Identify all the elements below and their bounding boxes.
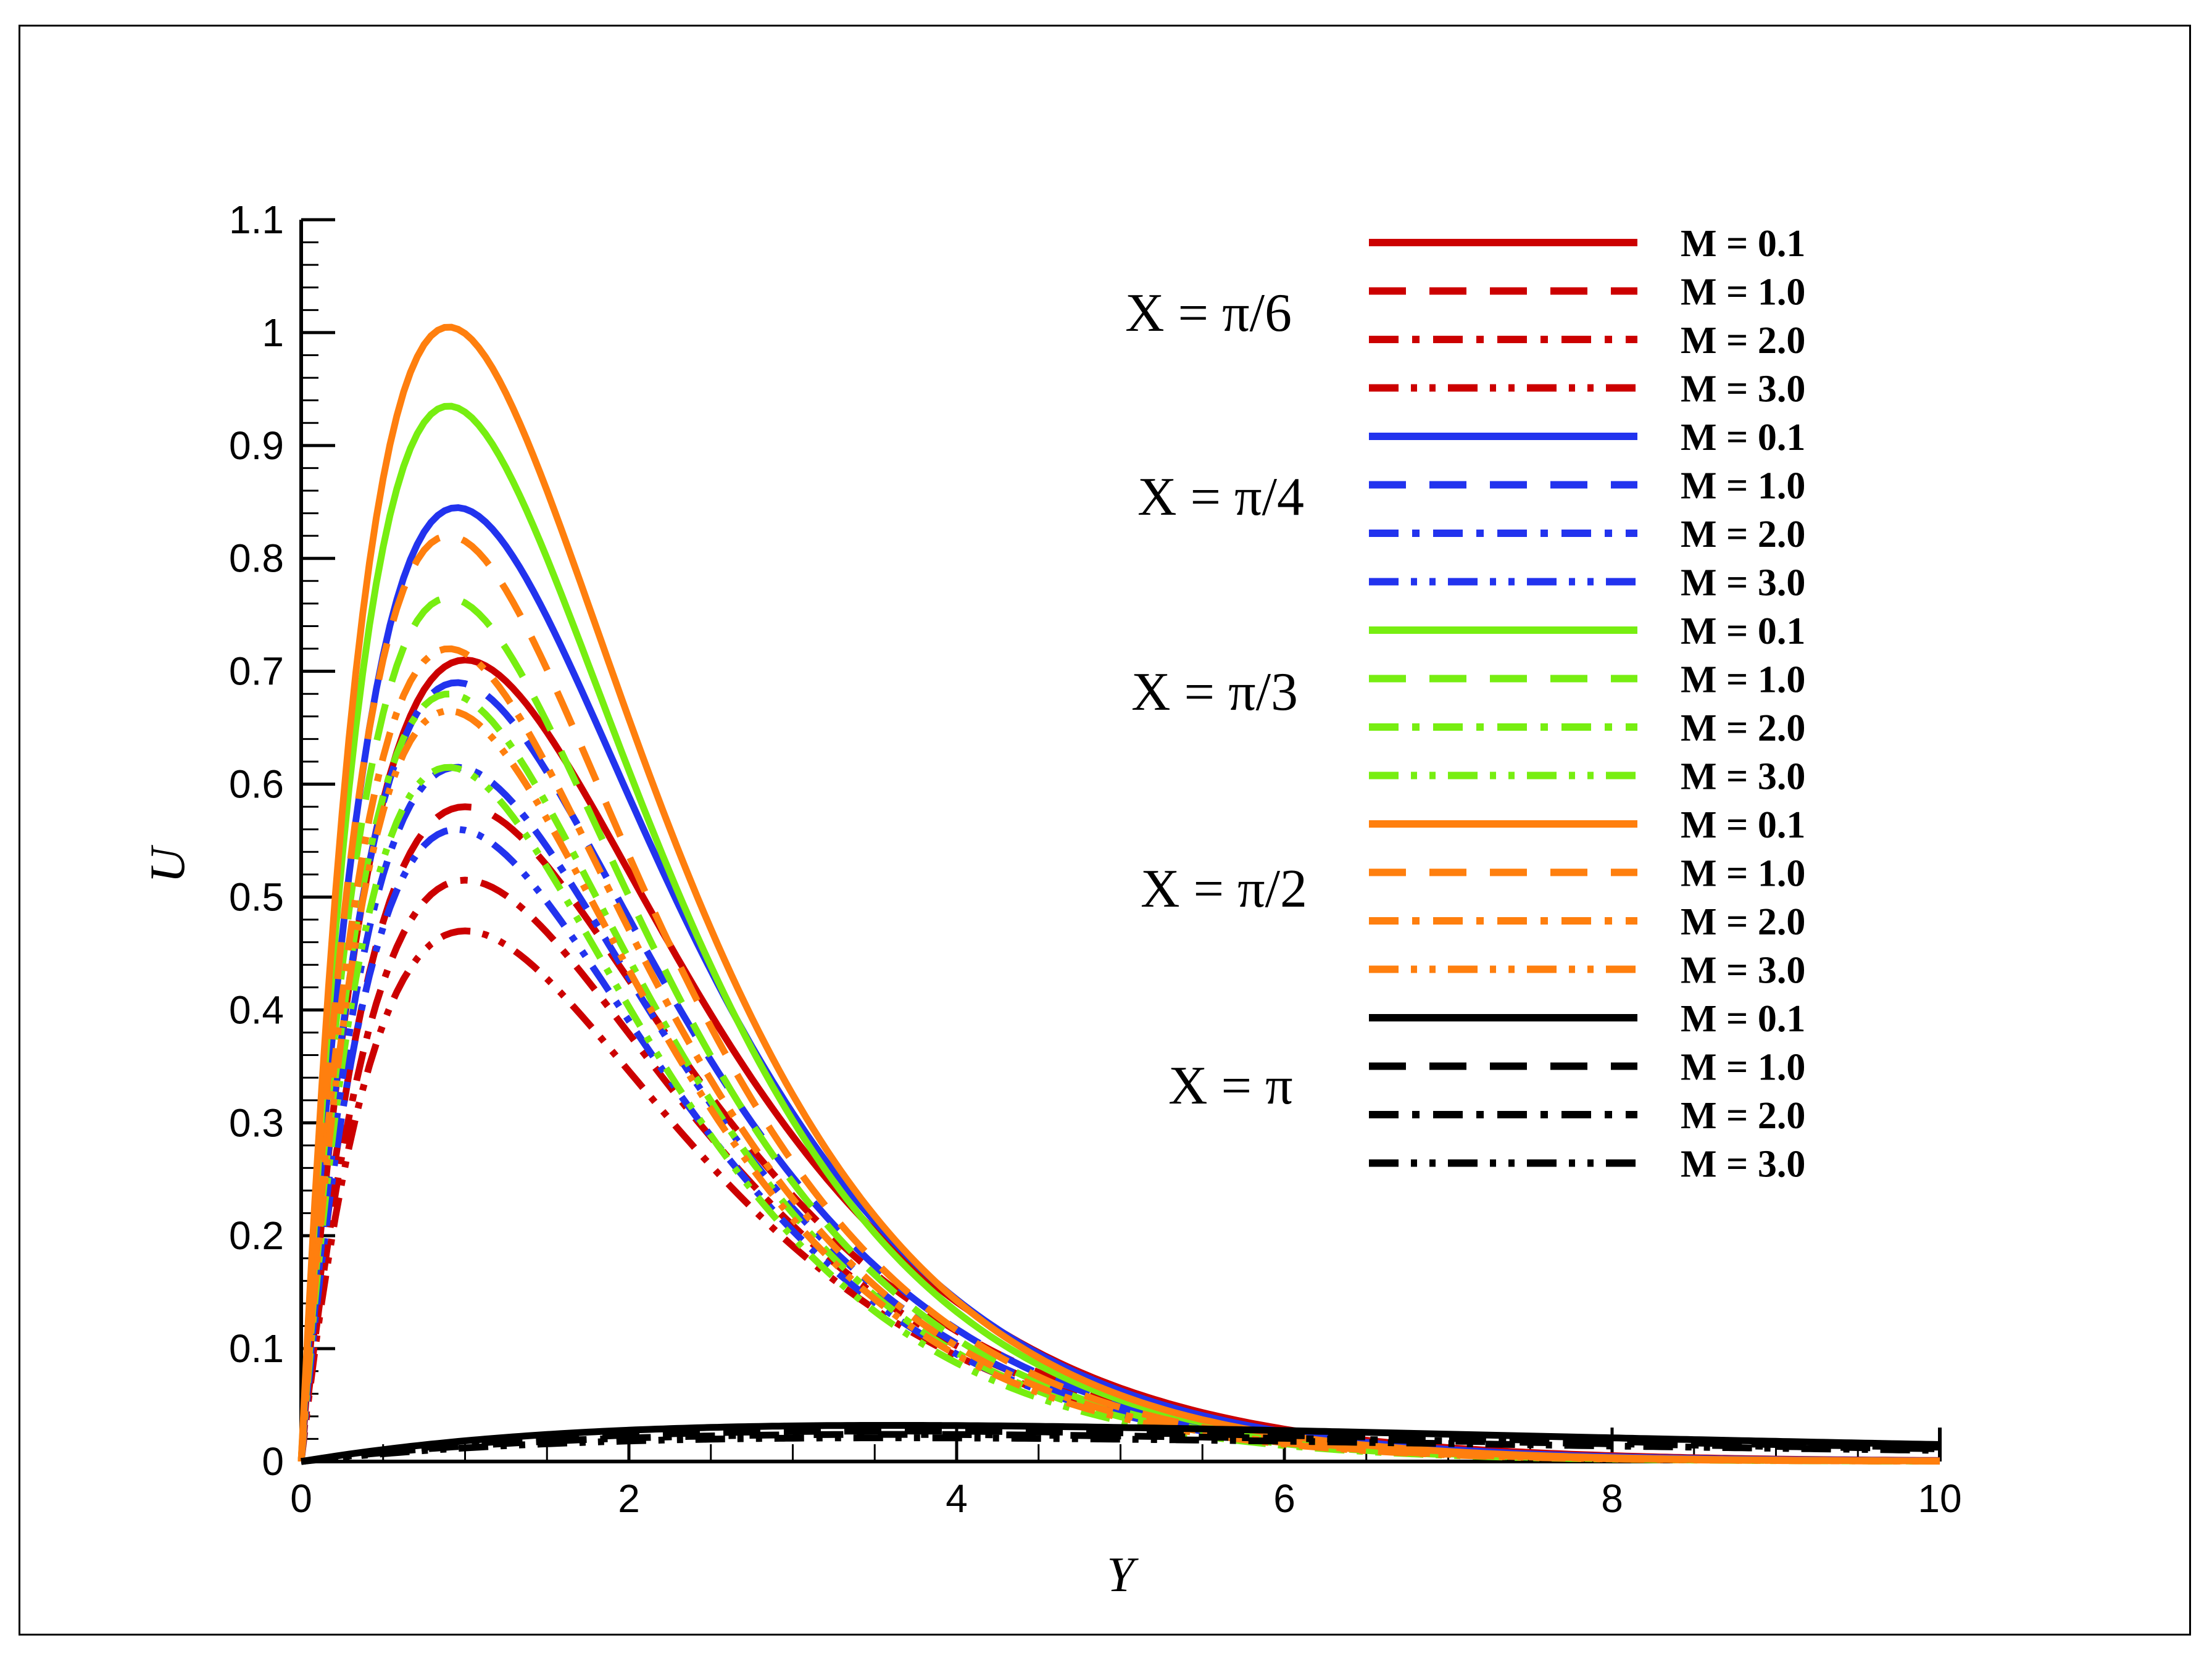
y-tick-label: 0.1 — [229, 1326, 284, 1371]
y-tick-label: 0.5 — [229, 875, 284, 919]
x-axis-label: Y — [1107, 1548, 1139, 1602]
y-tick-label: 1 — [262, 310, 284, 355]
line-chart: 00.10.20.30.40.50.60.70.80.911.10 2 4 6 8 10 … — [141, 198, 1962, 1602]
legend-group-label: X = π/6 — [1125, 283, 1292, 343]
y-tick-label: 0 — [262, 1439, 284, 1484]
series-line — [297, 645, 1940, 1465]
y-tick-label: 0.9 — [229, 423, 284, 468]
legend-entry-label: M = 3.0 — [1681, 756, 1805, 798]
x-tick-label: 0 — [290, 1476, 312, 1521]
legend-group-label: X = π/4 — [1137, 467, 1304, 527]
legend-entry-label: M = 2.0 — [1681, 320, 1805, 362]
legend-entry-label: M = 2.0 — [1681, 901, 1805, 943]
series-line — [297, 690, 1940, 1465]
legend-group-label: X = π/3 — [1131, 662, 1298, 722]
x-tick-label: 8 — [1601, 1476, 1623, 1521]
series-line — [301, 1422, 1940, 1465]
legend-entry-label: M = 1.0 — [1681, 853, 1805, 895]
legend-entry-label: M = 0.1 — [1681, 417, 1805, 459]
curves — [297, 323, 1940, 1465]
series-line — [301, 1434, 1940, 1465]
y-tick-label: 0.3 — [229, 1100, 284, 1145]
x-tick-label: 2 — [618, 1476, 640, 1521]
y-tick-label: 1.1 — [229, 198, 284, 242]
y-tick-label: 0.4 — [229, 988, 284, 1032]
legend-entry-label: M = 3.0 — [1681, 562, 1805, 604]
legend-entry-label: M = 3.0 — [1681, 368, 1805, 410]
x-tick-label: 4 — [946, 1476, 968, 1521]
figure-frame: 0 0.1 0.2 0.3 0.4 0.5 0.6 0.7 0.8 0.9 1 1.1 0 2 4 6 8 10 … — [19, 25, 2191, 1636]
legend-group-label: X = π/2 — [1141, 859, 1307, 919]
y-tick-label: 0.2 — [229, 1213, 284, 1258]
legend-entry-label: M = 3.0 — [1681, 1144, 1805, 1186]
y-axis-label: U — [141, 844, 195, 883]
series-line — [297, 594, 1940, 1465]
series-line — [297, 763, 1940, 1465]
legend-entry-label: M = 0.1 — [1681, 610, 1805, 652]
x-tick-label: 10 — [1918, 1476, 1961, 1521]
legend-entry-label: M = 1.0 — [1681, 1047, 1805, 1089]
legend-group-label: X = π — [1168, 1056, 1293, 1116]
legend-entry-label: M = 1.0 — [1681, 465, 1805, 507]
legend-entry-label: M = 2.0 — [1681, 1095, 1805, 1137]
legend: X = π/6 M = 0.1 M = 1.0 M = 2.0 M = 3.0 X = π… — [1125, 223, 1805, 1186]
legend-entry-label: M = 0.1 — [1681, 804, 1805, 846]
legend-entry-label: M = 3.0 — [1681, 950, 1805, 992]
legend-entry-label: M = 2.0 — [1681, 514, 1805, 555]
y-tick-label: 0.7 — [229, 649, 284, 694]
legend-entry-label: M = 1.0 — [1681, 272, 1805, 314]
legend-entry-label: M = 1.0 — [1681, 659, 1805, 701]
legend-entry-label: M = 0.1 — [1681, 998, 1805, 1040]
x-tick-label: 6 — [1273, 1476, 1295, 1521]
legend-entry-label: M = 2.0 — [1681, 707, 1805, 749]
legend-entry-label: M = 0.1 — [1681, 223, 1805, 265]
y-tick-label: 0.6 — [229, 762, 284, 807]
y-tick-label: 0.8 — [229, 536, 284, 581]
